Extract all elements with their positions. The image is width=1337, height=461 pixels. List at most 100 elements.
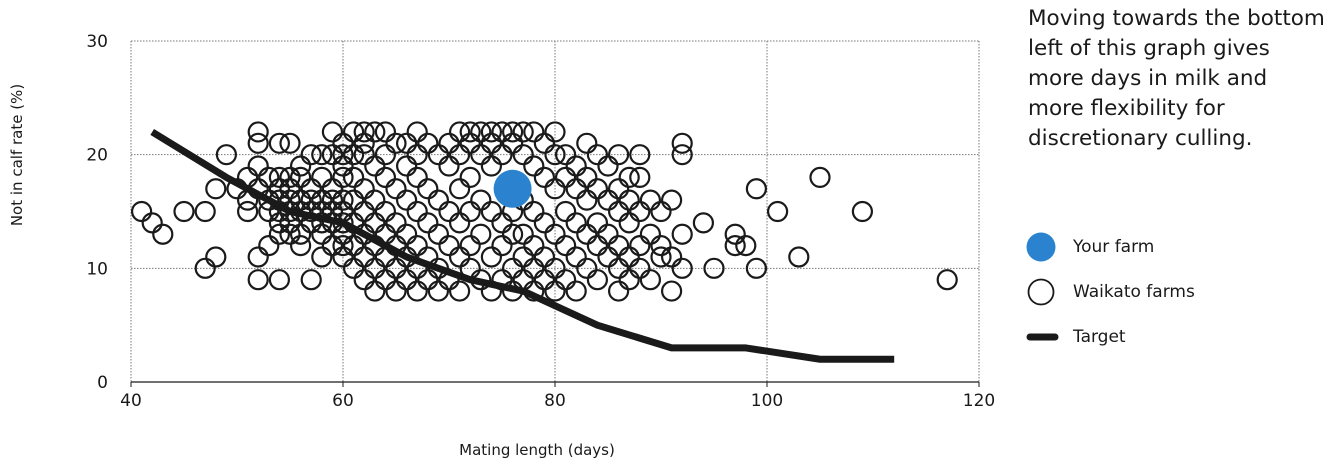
waikato-farm-point — [194, 200, 216, 223]
legend-item-waikato-farms: Waikato farms — [1026, 269, 1195, 314]
waikato-farm-point — [629, 257, 651, 279]
waikato-farm-point — [501, 257, 524, 279]
waikato-farm-point — [194, 257, 216, 279]
waikato-farm-point — [470, 189, 492, 211]
waikato-farm-point — [290, 155, 312, 177]
waikato-farm-point — [268, 200, 290, 223]
waikato-farm-point — [279, 132, 301, 154]
waikato-farm-point — [247, 269, 269, 291]
waikato-farm-point — [491, 269, 513, 291]
waikato-farm-point — [671, 132, 693, 154]
waikato-farm-point — [650, 246, 672, 268]
waikato-farm-point — [449, 246, 471, 268]
waikato-farm-point — [406, 280, 428, 302]
waikato-farm-point — [586, 269, 609, 291]
waikato-farm-point — [311, 200, 333, 223]
waikato-farm-point — [364, 189, 386, 211]
waikato-farm-point — [449, 178, 471, 200]
waikato-farm-point — [565, 155, 587, 177]
waikato-farm-point — [247, 155, 269, 177]
waikato-farm-point — [565, 246, 587, 268]
waikato-farm-point — [597, 189, 619, 211]
waikato-farm-point — [533, 212, 556, 234]
waikato-farm-point — [332, 132, 354, 154]
waikato-farm-point — [618, 246, 640, 268]
your-farm-point — [493, 169, 532, 208]
waikato-farm-point — [438, 269, 460, 291]
waikato-farm-point — [332, 166, 354, 188]
waikato-farm-point — [438, 155, 460, 177]
waikato-farm-point — [459, 200, 481, 223]
waikato-farm-point — [311, 189, 333, 211]
waikato-farm-point — [152, 223, 174, 245]
waikato-farm-point — [512, 144, 534, 166]
target-line-layer — [150, 128, 895, 363]
x-tick-label: 80 — [544, 391, 566, 411]
waikato-farm-point — [385, 178, 407, 200]
waikato-farm-point — [279, 166, 301, 188]
waikato-farm-point — [533, 166, 556, 188]
waikato-farm-point — [353, 121, 375, 143]
waikato-farm-point — [427, 189, 449, 211]
waikato-farm-point — [374, 144, 396, 166]
waikato-farm-point — [544, 223, 566, 245]
waikato-farm-point — [406, 144, 428, 166]
waikato-farm-point — [618, 189, 640, 211]
waikato-farm-point — [565, 178, 587, 200]
waikato-farm-point — [279, 200, 301, 223]
waikato-farm-point — [268, 189, 290, 211]
waikato-farm-point — [343, 212, 365, 234]
waikato-farm-point — [332, 144, 354, 166]
waikato-farm-point — [205, 178, 227, 200]
waikato-farm-point — [311, 212, 333, 234]
legend: Your farm Waikato farms Target — [1026, 224, 1195, 359]
waikato-farm-point — [353, 200, 375, 223]
waikato-farm-point — [576, 132, 598, 154]
waikato-farm-point — [226, 178, 248, 200]
waikato-farm-point — [459, 235, 481, 257]
waikato-farm-point — [396, 189, 418, 211]
waikato-farm-point — [523, 200, 545, 223]
waikato-farm-point — [565, 280, 587, 302]
waikato-farm-point — [449, 280, 471, 302]
waikato-farm-point — [660, 246, 683, 268]
waikato-farm-point — [470, 144, 492, 166]
waikato-farm-point — [597, 246, 619, 268]
waikato-farm-point — [353, 144, 375, 166]
waikato-farm-point — [671, 223, 693, 245]
waikato-farm-point — [607, 235, 630, 257]
target-line — [150, 128, 895, 363]
waikato-farm-point — [343, 189, 365, 211]
waikato-farm-point — [745, 178, 768, 200]
waikato-farm-point — [470, 121, 492, 143]
waikato-farm-point — [374, 246, 396, 268]
waikato-farm-point — [692, 212, 715, 234]
hollow-circle-icon — [1026, 277, 1066, 307]
waikato-farm-point — [459, 132, 481, 154]
waikato-farm-point — [268, 166, 290, 188]
waikato-farm-point — [396, 132, 418, 154]
scatter-chart: 40 60 80 100 120 0 10 20 30 Mating length (days)… — [8, 32, 995, 459]
line-icon — [1026, 331, 1066, 343]
waikato-farm-point — [396, 155, 418, 177]
waikato-farm-point — [353, 246, 375, 268]
waikato-farm-point — [544, 280, 566, 302]
waikato-farm-point — [131, 200, 153, 223]
waikato-farm-point — [406, 257, 428, 279]
waikato-farm-point — [247, 178, 269, 200]
waikato-farm-point — [258, 200, 280, 223]
waikato-farm-point — [586, 178, 609, 200]
waikato-farm-point — [427, 280, 449, 302]
waikato-farm-point — [491, 144, 513, 166]
y-tick-label: 10 — [86, 259, 108, 279]
waikato-farm-point — [258, 235, 280, 257]
waikato-farm-point — [512, 246, 534, 268]
waikato-farm-point — [406, 200, 428, 223]
waikato-farm-point — [629, 166, 651, 188]
waikato-farm-point — [449, 144, 471, 166]
waikato-farm-point — [554, 144, 577, 166]
waikato-farm-point — [724, 223, 746, 245]
waikato-farm-point — [332, 223, 354, 245]
waikato-farm-point — [851, 200, 874, 223]
waikato-farm-point — [427, 223, 449, 245]
